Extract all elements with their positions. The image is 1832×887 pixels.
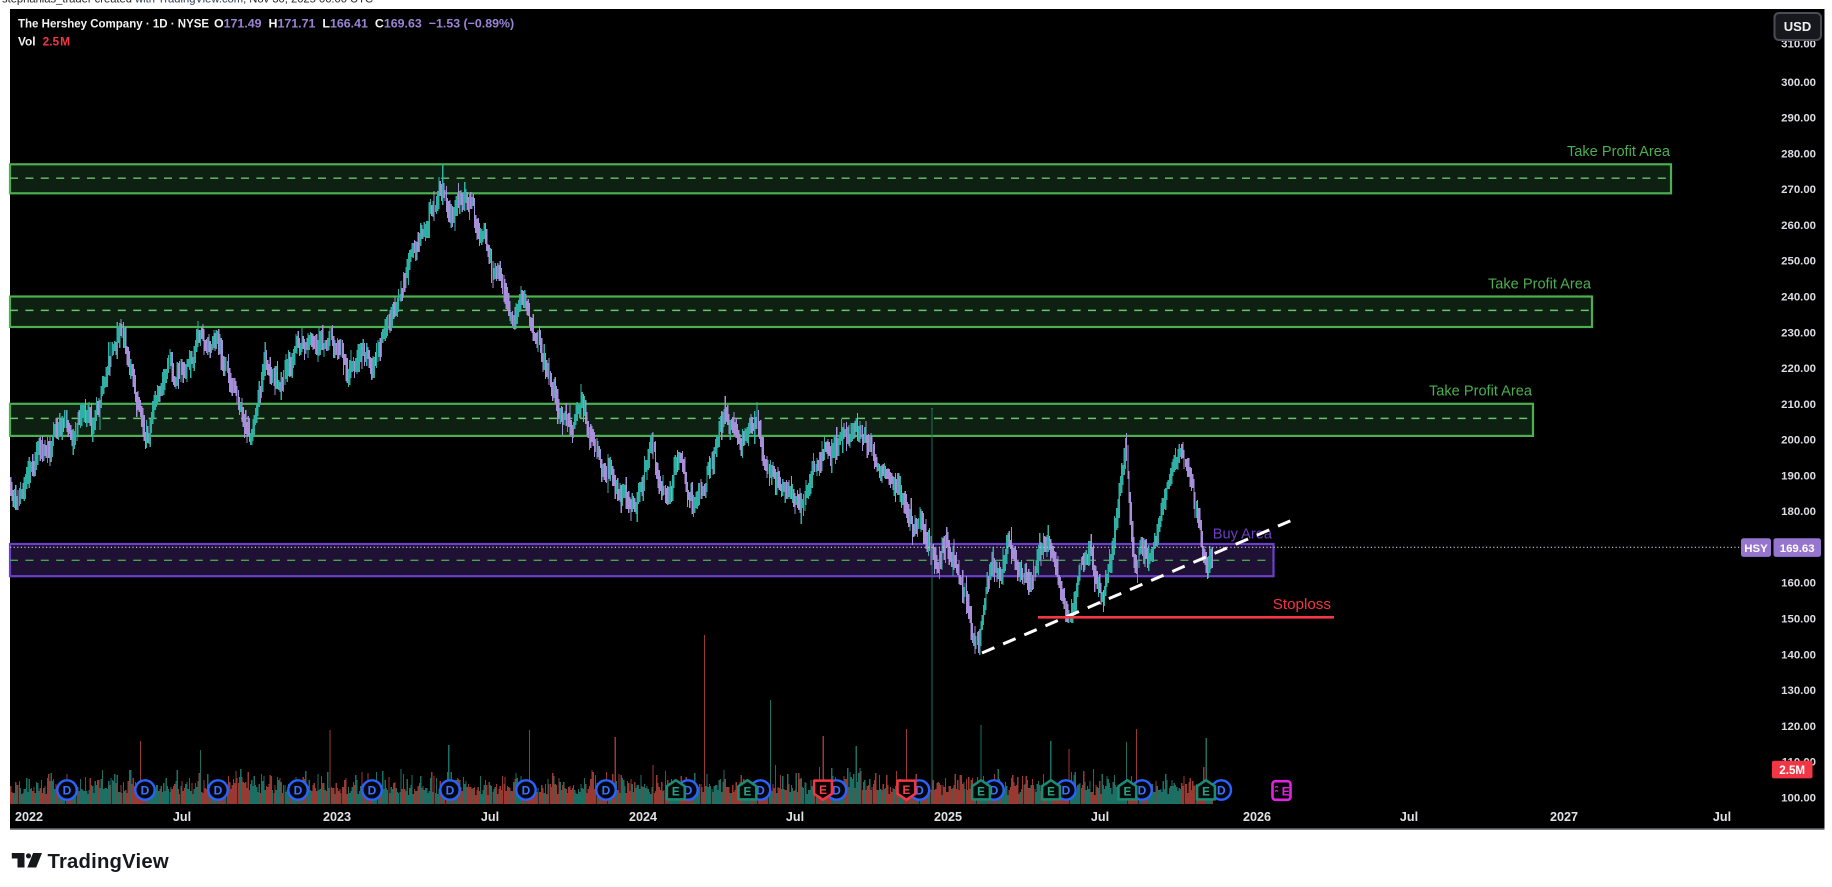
svg-text:D: D [1062,784,1071,798]
svg-text:E: E [1202,785,1210,798]
svg-text:210.00: 210.00 [1781,399,1816,411]
svg-text:E: E [903,784,911,797]
svg-text:USD: USD [1784,19,1811,34]
svg-text:160.00: 160.00 [1781,578,1816,590]
svg-text:E: E [1124,785,1132,798]
svg-text:120.00: 120.00 [1781,721,1816,733]
svg-text:HSY: HSY [1744,543,1768,555]
svg-text:180.00: 180.00 [1781,506,1816,518]
svg-text:Jul: Jul [1091,810,1109,824]
svg-text:300.00: 300.00 [1781,77,1816,89]
svg-text:2027: 2027 [1550,810,1578,824]
svg-text:stephanias_trader created with: stephanias_trader created with TradingVi… [2,0,373,5]
svg-text:E: E [1282,784,1290,798]
svg-text:2.5M: 2.5M [1779,764,1805,777]
svg-text:D: D [522,784,531,798]
svg-text:2025: 2025 [934,810,962,824]
svg-text:Jul: Jul [481,810,499,824]
svg-text:Take Profit Area: Take Profit Area [1429,384,1533,400]
svg-text:240.00: 240.00 [1781,292,1816,304]
svg-text:100.00: 100.00 [1781,792,1816,804]
svg-text:TradingView: TradingView [48,851,169,873]
svg-text:D: D [1138,784,1147,798]
svg-text:E: E [1047,785,1055,798]
svg-text:220.00: 220.00 [1781,363,1816,375]
svg-text:E: E [672,785,680,798]
svg-text:130.00: 130.00 [1781,685,1816,697]
svg-text:D: D [915,784,924,798]
svg-text:D: D [990,784,999,798]
svg-text:150.00: 150.00 [1781,614,1816,626]
svg-text:D: D [684,784,693,798]
svg-text:D: D [141,784,150,798]
svg-text:250.00: 250.00 [1781,256,1816,268]
svg-text:140.00: 140.00 [1781,649,1816,661]
svg-text:270.00: 270.00 [1781,184,1816,196]
svg-text:230.00: 230.00 [1781,327,1816,339]
svg-text:310.00: 310.00 [1781,38,1816,50]
svg-text:D: D [602,784,611,798]
svg-text:D: D [214,784,223,798]
svg-text:2024: 2024 [629,810,657,824]
svg-text:D: D [756,784,765,798]
svg-text:E: E [977,785,985,798]
svg-text:Take Profit Area: Take Profit Area [1488,276,1592,292]
svg-text:E: E [744,785,752,798]
svg-text:Stoploss: Stoploss [1273,596,1332,613]
svg-text:D: D [368,784,377,798]
svg-text:2023: 2023 [323,810,351,824]
svg-text:280.00: 280.00 [1781,148,1816,160]
svg-text:D: D [446,784,455,798]
svg-text:Jul: Jul [786,810,804,824]
svg-text:The Hershey Company · 1D · NYS: The Hershey Company · 1D · NYSE [18,18,209,30]
svg-text:Jul: Jul [1400,810,1418,824]
svg-text:D: D [294,784,303,798]
svg-text:Jul: Jul [173,810,191,824]
svg-text:260.00: 260.00 [1781,220,1816,232]
svg-text:Jul: Jul [1713,810,1731,824]
svg-text:190.00: 190.00 [1781,470,1816,482]
svg-text:290.00: 290.00 [1781,113,1816,125]
svg-text:E: E [819,784,827,797]
svg-text:D: D [63,784,72,798]
svg-text:Take Profit Area: Take Profit Area [1567,144,1671,160]
svg-text:169.63: 169.63 [1780,543,1815,555]
svg-text:2026: 2026 [1243,810,1271,824]
svg-text:D: D [1217,784,1226,798]
svg-text:200.00: 200.00 [1781,435,1816,447]
svg-text:D: D [832,784,841,798]
svg-text:2022: 2022 [15,810,43,824]
svg-text:Buy Area: Buy Area [1213,526,1273,542]
